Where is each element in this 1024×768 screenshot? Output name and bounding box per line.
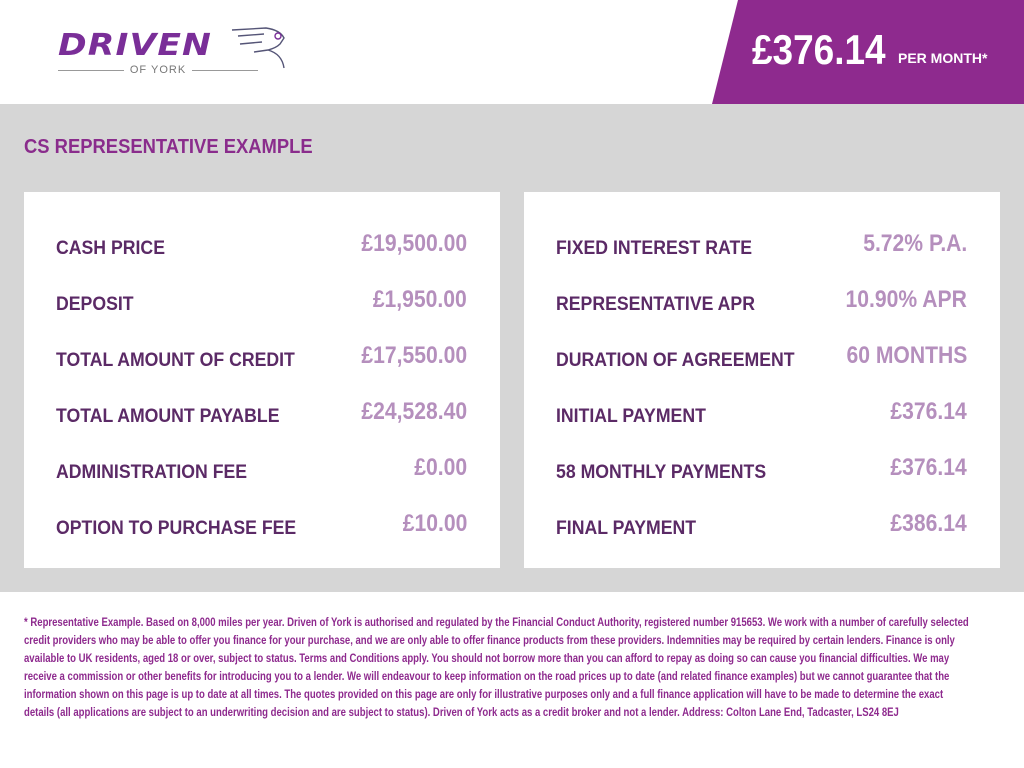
disclaimer-line: receive a commission or other benefits f… — [24, 671, 950, 683]
finance-value: 5.72% P.A. — [862, 230, 967, 257]
monthly-price-banner: £376.14 PER MONTH* — [712, 0, 1024, 104]
finance-value: £0.00 — [414, 454, 467, 481]
disclaimer-line: information shown on this page is up to … — [24, 689, 944, 701]
finance-value: £376.14 — [890, 454, 967, 481]
finance-row: DURATION OF AGREEMENT 60 MONTHS — [556, 342, 967, 372]
finance-label: TOTAL AMOUNT OF CREDIT — [56, 350, 295, 371]
finance-value: 60 MONTHS — [846, 342, 967, 369]
logo-subtitle: OF YORK — [58, 64, 258, 76]
finance-value: 10.90% APR — [845, 286, 967, 313]
finance-row: FIXED INTEREST RATE 5.72% P.A. — [556, 230, 967, 260]
finance-row: DEPOSIT £1,950.00 — [56, 286, 467, 316]
finance-row: ADMINISTRATION FEE £0.00 — [56, 454, 467, 484]
finance-row: 58 MONTHLY PAYMENTS £376.14 — [556, 454, 967, 484]
finance-label: INITIAL PAYMENT — [556, 406, 706, 427]
logo-wordmark: DRIVEN — [58, 28, 213, 63]
finance-label: DURATION OF AGREEMENT — [556, 350, 795, 371]
finance-value: £17,550.00 — [361, 342, 467, 369]
finance-row: OPTION TO PURCHASE FEE £10.00 — [56, 510, 467, 540]
monthly-price: £376.14 — [752, 26, 886, 73]
finance-value: £386.14 — [890, 510, 967, 537]
disclaimer-line: details (all applications are subject to… — [24, 707, 899, 719]
finance-row: REPRESENTATIVE APR 10.90% APR — [556, 286, 967, 316]
finance-card-left: CASH PRICE £19,500.00 DEPOSIT £1,950.00 TOTA… — [24, 192, 500, 568]
finance-row: INITIAL PAYMENT £376.14 — [556, 398, 967, 428]
disclaimer: * Representative Example. Based on 8,000… — [24, 614, 1024, 722]
section-title: CS REPRESENTATIVE EXAMPLE — [24, 136, 313, 158]
finance-label: TOTAL AMOUNT PAYABLE — [56, 406, 280, 427]
finance-label: ADMINISTRATION FEE — [56, 462, 248, 483]
finance-row: FINAL PAYMENT £386.14 — [556, 510, 967, 540]
representative-example-section: CS REPRESENTATIVE EXAMPLE CASH PRICE £19,… — [0, 104, 1024, 592]
finance-label: FINAL PAYMENT — [556, 518, 697, 539]
car-outline-icon — [231, 27, 285, 69]
finance-row: TOTAL AMOUNT PAYABLE £24,528.40 — [56, 398, 467, 428]
price-unit: PER MONTH* — [898, 50, 988, 66]
finance-value: £24,528.40 — [361, 398, 467, 425]
finance-label: CASH PRICE — [56, 238, 165, 259]
finance-label: REPRESENTATIVE APR — [556, 294, 755, 315]
disclaimer-line: available to UK residents, aged 18 or ov… — [24, 653, 950, 665]
finance-value: £376.14 — [890, 398, 967, 425]
driven-of-york-logo[interactable]: DRIVEN OF YORK — [58, 24, 290, 84]
finance-card-right: FIXED INTEREST RATE 5.72% P.A. REPRESENTAT… — [524, 192, 1000, 568]
finance-value: £19,500.00 — [361, 230, 467, 257]
finance-label: 58 MONTHLY PAYMENTS — [556, 462, 767, 483]
finance-value: £1,950.00 — [373, 286, 467, 313]
finance-label: OPTION TO PURCHASE FEE — [56, 518, 297, 539]
finance-row: CASH PRICE £19,500.00 — [56, 230, 467, 260]
finance-label: FIXED INTEREST RATE — [556, 238, 753, 259]
disclaimer-line: credit providers who may be able to offe… — [24, 635, 955, 647]
disclaimer-line: * Representative Example. Based on 8,000… — [24, 617, 969, 629]
finance-label: DEPOSIT — [56, 294, 134, 315]
finance-row: TOTAL AMOUNT OF CREDIT £17,550.00 — [56, 342, 467, 372]
header: DRIVEN OF YORK £376.14 PER MONTH* — [0, 0, 1024, 104]
finance-value: £10.00 — [402, 510, 467, 537]
